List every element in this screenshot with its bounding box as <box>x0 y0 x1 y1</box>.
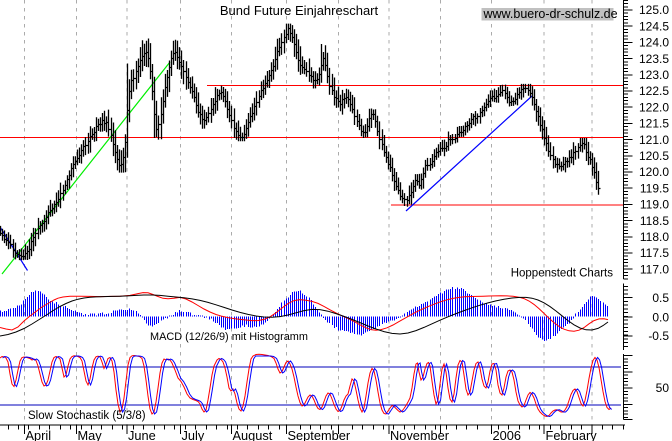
svg-text:119.5: 119.5 <box>640 181 669 195</box>
svg-text:118.5: 118.5 <box>640 214 669 228</box>
svg-text:123.0: 123.0 <box>639 68 669 82</box>
svg-text:July: July <box>182 428 205 441</box>
svg-text:125.0: 125.0 <box>639 3 669 17</box>
svg-text:-0.5: -0.5 <box>648 329 669 343</box>
svg-text:2006: 2006 <box>493 428 521 441</box>
svg-text:121.5: 121.5 <box>639 117 669 131</box>
svg-text:0.5: 0.5 <box>652 291 669 305</box>
svg-text:119.0: 119.0 <box>640 198 669 212</box>
svg-text:124.0: 124.0 <box>639 36 669 50</box>
svg-text:www.buero-dr-schulz.de: www.buero-dr-schulz.de <box>483 7 618 21</box>
svg-text:Bund Future Einjahreschart: Bund Future Einjahreschart <box>220 3 379 18</box>
svg-text:121.0: 121.0 <box>639 133 669 147</box>
svg-text:50: 50 <box>656 381 670 395</box>
svg-text:September: September <box>288 428 351 441</box>
svg-text:123.5: 123.5 <box>639 52 669 66</box>
svg-text:MACD (12/26/9) mit Histogramm: MACD (12/26/9) mit Histogramm <box>150 331 308 343</box>
svg-text:117.0: 117.0 <box>640 262 669 276</box>
svg-text:August: August <box>233 428 273 441</box>
svg-text:120.5: 120.5 <box>639 149 669 163</box>
svg-text:120.0: 120.0 <box>639 165 669 179</box>
svg-text:Slow Stochastik (5/3/8): Slow Stochastik (5/3/8) <box>28 410 146 422</box>
svg-text:124.5: 124.5 <box>639 19 669 33</box>
svg-text:Hoppenstedt Charts: Hoppenstedt Charts <box>511 268 614 280</box>
svg-text:118.0: 118.0 <box>640 230 669 244</box>
svg-text:June: June <box>128 428 156 441</box>
svg-text:May: May <box>78 428 103 441</box>
svg-text:February: February <box>546 428 598 441</box>
svg-text:122.0: 122.0 <box>639 100 669 114</box>
svg-text:November: November <box>390 428 450 441</box>
svg-text:122.5: 122.5 <box>639 84 669 98</box>
svg-text:April: April <box>26 428 52 441</box>
svg-text:0.0: 0.0 <box>652 310 669 324</box>
svg-text:117.5: 117.5 <box>640 246 669 260</box>
